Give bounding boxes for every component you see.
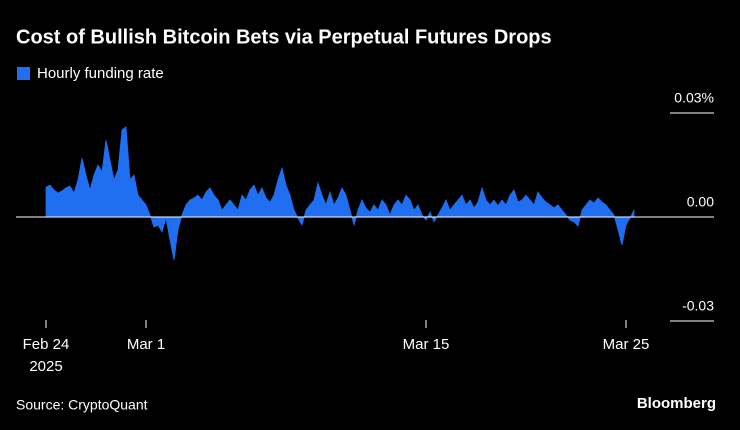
chart-title: Cost of Bullish Bitcoin Bets via Perpetu…: [16, 26, 552, 48]
x-tick-label: Mar 25: [603, 336, 650, 353]
brand: Bloomberg: [637, 395, 716, 412]
x-tick-label: Mar 1: [127, 336, 165, 353]
x-year-label: 2025: [29, 358, 62, 375]
area: [45, 126, 635, 261]
x-tick-label: Mar 15: [403, 336, 450, 353]
y-tick-label: -0.03: [682, 298, 714, 314]
y-tick-label: 0.03%: [674, 90, 714, 106]
legend-label: Hourly funding rate: [37, 65, 164, 82]
legend-swatch: [17, 67, 30, 80]
y-tick-label: 0.00: [687, 194, 714, 210]
source: Source: CryptoQuant: [16, 397, 148, 413]
x-tick-label: Feb 24: [23, 336, 70, 353]
